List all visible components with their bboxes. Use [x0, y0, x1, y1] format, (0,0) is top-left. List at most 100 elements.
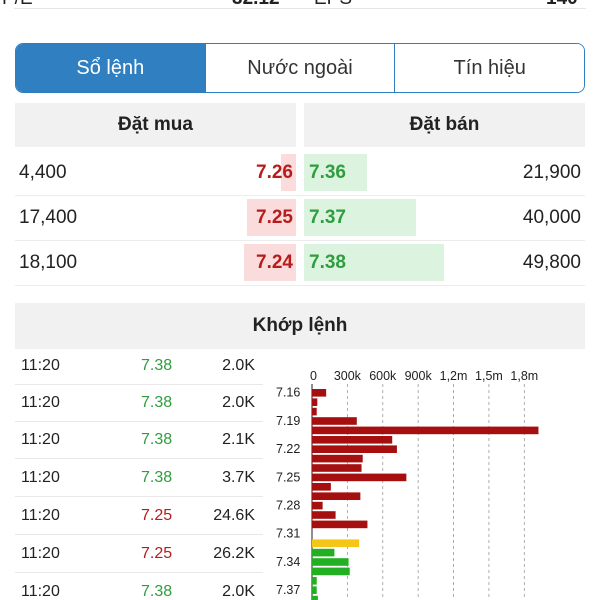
trade-row[interactable]: 11:20 7.38 2.0K: [15, 347, 263, 384]
divider: [15, 572, 263, 573]
volume-bar: [312, 511, 336, 519]
trade-row[interactable]: 11:20 7.38 2.1K: [15, 421, 263, 458]
pe-label: P/E: [2, 0, 33, 10]
x-tick-label: 0: [310, 369, 317, 383]
buy-header: Đặt mua: [15, 103, 296, 147]
volume-bar: [312, 539, 360, 547]
x-tick-label: 1,5m: [475, 369, 503, 383]
eps-label: EPS: [314, 0, 352, 10]
tab-tin-hieu[interactable]: Tín hiệu: [395, 44, 584, 92]
sell-header: Đặt bán: [304, 103, 585, 147]
x-tick-label: 1,8m: [510, 369, 538, 383]
volume-by-price-chart: 0 300k 600k 900k 1,2m 1,5m 1,8m 7.167.197.227.…: [276, 369, 539, 600]
buy-depth-bar: [280, 154, 296, 191]
volume-bar: [312, 567, 350, 576]
volume-bar: [312, 483, 331, 491]
y-axis-ticks: 7.16 7.19 7.22 7.25 7.28 7.31 7.34 7.37: [276, 386, 300, 597]
trade-price: 7.38: [141, 431, 173, 448]
sell-price: 7.36: [309, 162, 346, 183]
volume-bar: [312, 454, 363, 463]
order-book-row[interactable]: 4,400 7.26 7.36 21,900: [15, 150, 585, 195]
volume-bar: [312, 436, 393, 444]
divider: [15, 421, 263, 422]
volume-bar: [312, 389, 327, 397]
trade-time: 11:20: [21, 394, 60, 411]
trade-time: 11:20: [21, 507, 60, 524]
trade-row[interactable]: 11:20 7.25 26.2K: [15, 535, 263, 572]
sell-price: 7.38: [309, 252, 346, 273]
y-tick-label: 7.31: [276, 527, 300, 541]
x-tick-label: 600k: [369, 369, 397, 383]
y-tick-label: 7.19: [276, 414, 300, 428]
trade-volume: 26.2K: [213, 545, 255, 562]
sell-volume: 49,800: [522, 252, 581, 273]
x-tick-label: 900k: [405, 369, 433, 383]
trade-row[interactable]: 11:20 7.25 24.6K: [15, 497, 263, 534]
divider: [15, 458, 263, 459]
trade-volume: 2.0K: [222, 583, 255, 600]
buy-volume: 18,100: [19, 252, 78, 273]
tab-nuoc-ngoai[interactable]: Nước ngoài: [205, 44, 396, 92]
trade-time: 11:20: [21, 357, 60, 374]
match-header: Khớp lệnh: [15, 303, 585, 349]
volume-bar: [312, 520, 368, 529]
buy-depth-bar: [244, 244, 296, 281]
divider: [14, 8, 586, 9]
divider: [15, 384, 263, 385]
volume-bar: [312, 473, 407, 482]
trade-price: 7.38: [141, 469, 173, 486]
eps-value: 140: [546, 0, 578, 10]
trade-volume: 24.6K: [213, 507, 255, 524]
volume-bar: [312, 417, 357, 425]
volume-bar: [312, 464, 362, 472]
divider: [15, 496, 263, 497]
tab-bar: Sổ lệnh Nước ngoài Tín hiệu: [15, 43, 585, 93]
x-tick-label: 300k: [334, 369, 362, 383]
trade-time: 11:20: [21, 469, 60, 486]
buy-price: 7.26: [256, 162, 293, 183]
chart-grid: [311, 384, 525, 600]
trade-volume: 3.7K: [222, 469, 255, 486]
tab-so-lenh[interactable]: Sổ lệnh: [16, 44, 206, 92]
y-tick-label: 7.34: [276, 555, 300, 569]
buy-volume: 4,400: [19, 162, 67, 183]
buy-price: 7.24: [256, 252, 293, 273]
pe-value: 32.12: [232, 0, 280, 10]
sell-depth-bar: [304, 154, 367, 191]
top-stats: P/E 32.12 EPS 140: [0, 0, 600, 18]
x-axis-ticks: 0 300k 600k 900k 1,2m 1,5m 1,8m: [310, 369, 538, 383]
trade-time: 11:20: [21, 431, 60, 448]
sell-price: 7.37: [309, 207, 346, 228]
trade-price: 7.25: [141, 545, 173, 562]
divider: [15, 195, 585, 196]
volume-bar: [312, 445, 397, 453]
volume-bar: [312, 492, 361, 500]
buy-volume: 17,400: [19, 207, 78, 228]
trade-price: 7.38: [141, 394, 173, 411]
divider: [15, 285, 585, 286]
trade-time: 11:20: [21, 545, 60, 562]
y-tick-label: 7.28: [276, 499, 300, 513]
volume-bar: [312, 586, 317, 594]
x-tick-label: 1,2m: [440, 369, 468, 383]
sell-depth-bar: [304, 244, 444, 281]
trade-row[interactable]: 11:20 7.38 3.7K: [15, 459, 263, 496]
trade-price: 7.38: [141, 583, 173, 600]
trade-row[interactable]: 11:20 7.38 2.0K: [15, 384, 263, 421]
trade-volume: 2.0K: [222, 357, 255, 374]
y-tick-label: 7.25: [276, 470, 300, 484]
trade-volume: 2.1K: [222, 431, 255, 448]
volume-bar: [312, 558, 349, 566]
volume-bar: [312, 595, 318, 600]
volume-bar: [312, 548, 335, 557]
divider: [15, 240, 585, 241]
buy-depth-bar: [247, 199, 296, 236]
order-book-row[interactable]: 17,400 7.25 7.37 40,000: [15, 195, 585, 240]
trade-row[interactable]: 11:20 7.38 2.0K: [15, 573, 263, 600]
trade-time: 11:20: [21, 583, 60, 600]
chart-bars: [312, 389, 539, 600]
y-tick-label: 7.22: [276, 442, 300, 456]
buy-price: 7.25: [256, 207, 293, 228]
order-book-row[interactable]: 18,100 7.24 7.38 49,800: [15, 240, 585, 285]
trade-volume: 2.0K: [222, 394, 255, 411]
